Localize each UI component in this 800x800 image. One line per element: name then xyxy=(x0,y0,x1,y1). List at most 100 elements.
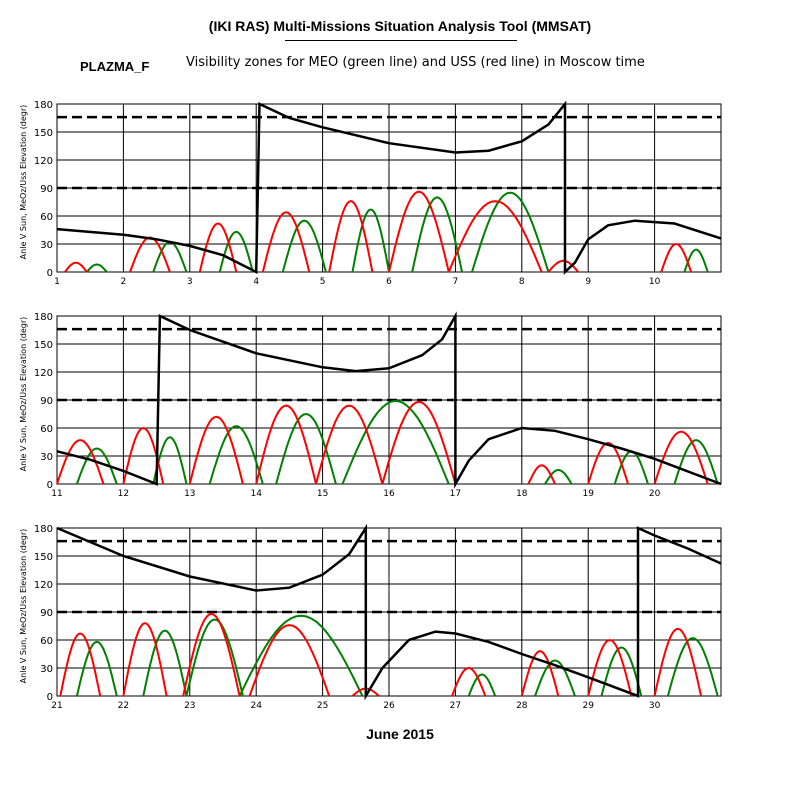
sun-angle-curve xyxy=(56,100,722,275)
panel-2: 0 30 60 90 120 150 180 11 12 13 14 15 16 17 18 19 20 Anle… xyxy=(19,311,722,499)
meo-pass-curve xyxy=(351,208,390,273)
uss-pass-curve xyxy=(660,242,693,273)
page-title: (IKI RAS) Multi-Missions Situation Analy… xyxy=(208,18,592,34)
meo-pass-curve xyxy=(544,468,573,485)
meo-pass-curve xyxy=(208,425,264,485)
uss-pass-curve xyxy=(653,627,703,697)
x-tick-label: 17 xyxy=(450,489,461,499)
meo-pass-curve xyxy=(673,439,719,485)
y-tick-label: 0 xyxy=(47,480,53,491)
uss-pass-curve xyxy=(451,666,487,697)
x-tick-label: 5 xyxy=(320,277,326,287)
y-tick-label: 90 xyxy=(40,608,53,619)
x-tick-label: 7 xyxy=(453,277,459,287)
x-tick-label: 18 xyxy=(516,489,528,499)
x-tick-label: 4 xyxy=(253,277,259,287)
y-tick-label: 120 xyxy=(34,156,53,167)
panel-3: 0 30 60 90 120 150 180 21 22 23 24 25 26 27 28 29 30 Anle… xyxy=(19,523,722,711)
y-tick-label: 90 xyxy=(40,396,53,407)
meo-pass-curve xyxy=(281,219,327,273)
x-tick-label: 11 xyxy=(51,489,62,499)
title-underline xyxy=(285,40,517,41)
y-tick-label: 60 xyxy=(40,424,53,435)
uss-pass-curve xyxy=(188,415,244,485)
x-tick-label: 9 xyxy=(585,277,591,287)
uss-pass-curve xyxy=(315,404,384,485)
y-tick-label: 0 xyxy=(47,692,53,703)
meo-pass-curve xyxy=(411,196,463,273)
uss-pass-curve xyxy=(122,622,168,697)
y-tick-label: 150 xyxy=(34,552,53,563)
meo-pass-curve xyxy=(683,248,709,273)
uss-pass-curve xyxy=(381,400,457,485)
x-tick-label: 3 xyxy=(187,277,193,287)
meo-pass-curve xyxy=(275,412,337,485)
meo-pass-curve xyxy=(218,230,254,273)
uss-pass-curve xyxy=(547,259,579,273)
meo-pass-curve xyxy=(238,614,364,697)
x-tick-label: 2 xyxy=(121,277,127,287)
x-tick-label: 14 xyxy=(250,489,262,499)
uss-pass-curve xyxy=(653,430,709,485)
x-tick-label: 20 xyxy=(649,489,661,499)
x-tick-label: 13 xyxy=(184,489,195,499)
x-tick-label: 21 xyxy=(51,701,62,711)
chart-subtitle: Visibility zones for MEO (green line) an… xyxy=(186,55,645,70)
uss-pass-curve xyxy=(198,222,238,273)
y-tick-label: 30 xyxy=(40,452,53,463)
x-tick-label: 1 xyxy=(54,277,60,287)
y-tick-label: 30 xyxy=(40,240,53,251)
uss-pass-curve xyxy=(520,650,560,697)
x-tick-label: 26 xyxy=(383,701,395,711)
meo-pass-curve xyxy=(471,191,550,273)
meo-pass-curve xyxy=(341,399,450,485)
y-tick-label: 180 xyxy=(34,100,53,111)
x-tick-label: 19 xyxy=(582,489,594,499)
uss-pass-curve xyxy=(182,612,241,697)
uss-pass-curve xyxy=(587,441,629,485)
y-tick-label: 150 xyxy=(34,340,53,351)
meo-pass-curve xyxy=(467,673,497,697)
y-tick-label: 120 xyxy=(34,580,53,591)
y-tick-label: 60 xyxy=(40,212,53,223)
meo-pass-curve xyxy=(142,629,188,697)
uss-pass-curve xyxy=(129,236,171,273)
meo-pass-curve xyxy=(86,263,108,273)
panel-1: 0 30 60 90 120 150 180 1 2 3 4 5 6 7 8 9 10 Anle V Sun, M… xyxy=(19,100,722,287)
x-tick-label: 23 xyxy=(184,701,195,711)
sun-angle-curve xyxy=(56,311,722,489)
meo-pass-curve xyxy=(600,646,643,697)
uss-pass-curve xyxy=(64,261,88,273)
mission-tag: PLAZMA_F xyxy=(80,59,150,74)
x-tick-label: 6 xyxy=(386,277,392,287)
y-axis-label: Anle V Sun, MeOz/Uss Elevation (degr) xyxy=(19,317,28,472)
uss-pass-curve xyxy=(261,211,311,273)
x-tick-label: 24 xyxy=(250,701,262,711)
y-axis-label: Anle V Sun, MeOz/Uss Elevation (degr) xyxy=(19,105,28,260)
x-tick-label: 8 xyxy=(519,277,525,287)
x-tick-label: 10 xyxy=(649,277,661,287)
uss-pass-curve xyxy=(59,632,102,697)
x-tick-label: 16 xyxy=(383,489,395,499)
y-tick-label: 180 xyxy=(34,312,53,323)
meo-pass-curve xyxy=(534,659,576,697)
y-tick-label: 30 xyxy=(40,664,53,675)
uss-pass-curve xyxy=(447,200,543,273)
x-tick-label: 12 xyxy=(118,489,129,499)
y-tick-label: 0 xyxy=(47,268,53,279)
meo-pass-curve xyxy=(75,640,118,697)
y-axis-label: Anle V Sun, MeOz/Uss Elevation (degr) xyxy=(19,529,28,684)
y-tick-label: 180 xyxy=(34,524,53,535)
y-tick-label: 90 xyxy=(40,184,53,195)
uss-pass-curve xyxy=(388,190,450,273)
meo-pass-curve xyxy=(666,637,719,697)
y-tick-label: 120 xyxy=(34,368,53,379)
x-tick-label: 29 xyxy=(582,701,594,711)
x-tick-label: 15 xyxy=(317,489,328,499)
uss-pass-curve xyxy=(248,624,331,697)
x-tick-label: 30 xyxy=(649,701,661,711)
uss-pass-curve xyxy=(527,464,556,485)
x-axis-label: June 2015 xyxy=(366,726,434,742)
x-tick-label: 22 xyxy=(118,701,129,711)
